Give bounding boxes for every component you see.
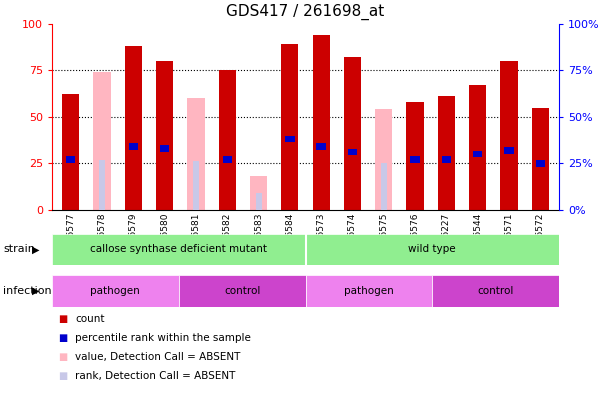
Bar bbox=[411, 156, 420, 163]
Bar bbox=[442, 156, 451, 163]
Text: ■: ■ bbox=[58, 371, 67, 381]
Text: ▶: ▶ bbox=[32, 244, 39, 255]
Bar bbox=[437, 96, 455, 210]
Bar bbox=[52, 275, 179, 307]
Bar bbox=[219, 70, 236, 210]
Bar bbox=[255, 193, 262, 210]
Text: ■: ■ bbox=[58, 352, 67, 362]
Bar bbox=[52, 234, 306, 265]
Bar bbox=[222, 156, 232, 163]
Text: pathogen: pathogen bbox=[90, 286, 140, 296]
Bar bbox=[285, 136, 295, 143]
Text: wild type: wild type bbox=[409, 244, 456, 255]
Bar bbox=[188, 98, 205, 210]
Bar bbox=[313, 35, 330, 210]
Bar bbox=[375, 109, 392, 210]
Bar bbox=[381, 163, 387, 210]
Bar bbox=[179, 275, 306, 307]
Bar bbox=[66, 156, 75, 163]
Bar bbox=[500, 61, 518, 210]
Text: ■: ■ bbox=[58, 314, 67, 324]
Bar bbox=[156, 61, 174, 210]
Bar bbox=[160, 145, 169, 152]
Bar bbox=[306, 234, 559, 265]
Bar bbox=[433, 275, 559, 307]
Text: ■: ■ bbox=[58, 333, 67, 343]
Bar bbox=[93, 72, 111, 210]
Text: control: control bbox=[477, 286, 514, 296]
Bar bbox=[306, 275, 433, 307]
Bar bbox=[473, 151, 483, 157]
Bar bbox=[406, 102, 423, 210]
Bar bbox=[504, 147, 514, 154]
Bar bbox=[348, 149, 357, 156]
Bar bbox=[99, 160, 105, 210]
Bar bbox=[344, 57, 361, 210]
Text: callose synthase deficient mutant: callose synthase deficient mutant bbox=[90, 244, 267, 255]
Text: strain: strain bbox=[3, 244, 35, 255]
Text: ▶: ▶ bbox=[32, 286, 39, 296]
Text: control: control bbox=[224, 286, 260, 296]
Bar bbox=[316, 143, 326, 150]
Text: value, Detection Call = ABSENT: value, Detection Call = ABSENT bbox=[75, 352, 241, 362]
Text: percentile rank within the sample: percentile rank within the sample bbox=[75, 333, 251, 343]
Bar bbox=[193, 162, 199, 210]
Bar bbox=[536, 160, 545, 167]
Bar bbox=[250, 176, 267, 210]
Text: count: count bbox=[75, 314, 104, 324]
Text: GDS417 / 261698_at: GDS417 / 261698_at bbox=[226, 4, 385, 20]
Bar bbox=[62, 95, 79, 210]
Bar bbox=[532, 107, 549, 210]
Bar bbox=[469, 85, 486, 210]
Text: pathogen: pathogen bbox=[344, 286, 393, 296]
Text: rank, Detection Call = ABSENT: rank, Detection Call = ABSENT bbox=[75, 371, 235, 381]
Text: infection: infection bbox=[3, 286, 52, 296]
Bar bbox=[128, 143, 138, 150]
Bar bbox=[125, 46, 142, 210]
Bar bbox=[281, 44, 298, 210]
